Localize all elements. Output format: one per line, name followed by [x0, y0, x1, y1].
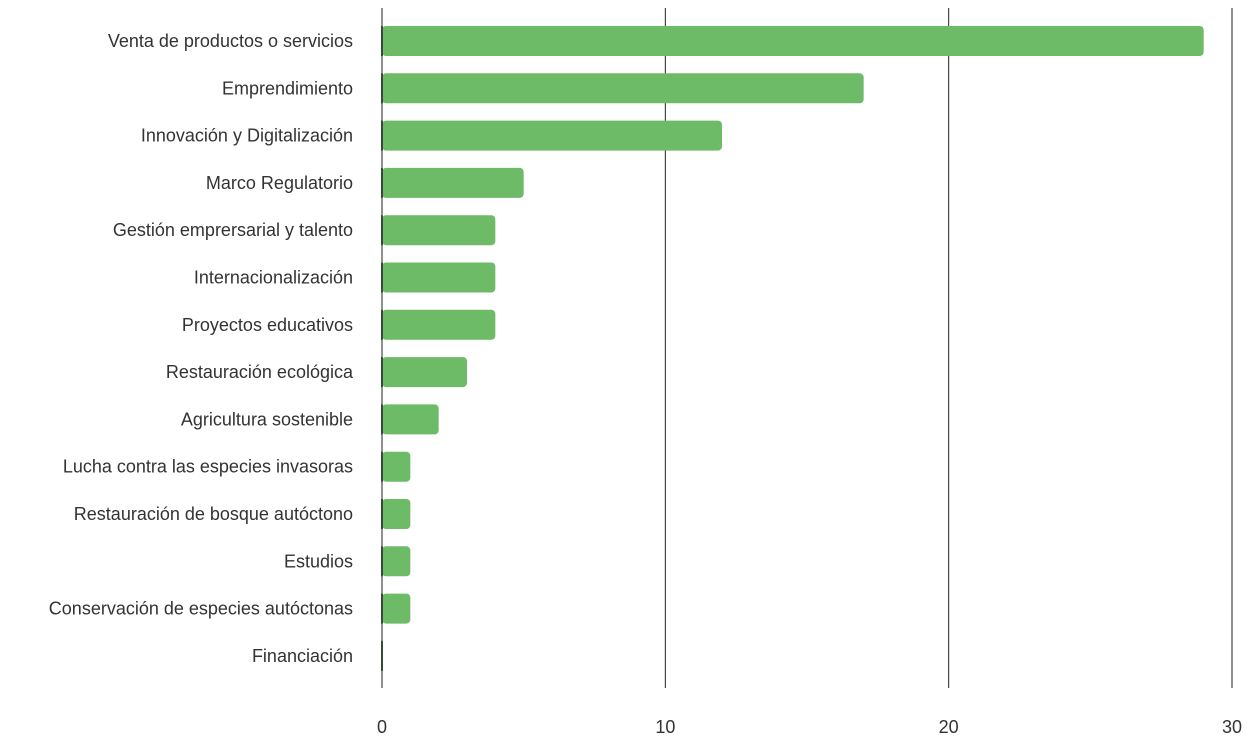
bar-baseline-5: [381, 262, 383, 293]
bar-0: [382, 26, 1204, 56]
category-label-12: Conservación de especies autóctonas: [49, 599, 353, 619]
bar-baseline-1: [381, 73, 383, 104]
bar-baseline-6: [381, 309, 383, 340]
bar-11: [382, 546, 411, 577]
category-label-4: Gestión emprersarial y talento: [113, 220, 353, 240]
x-tick-label-0: 0: [377, 717, 387, 736]
category-label-11: Estudios: [284, 551, 353, 571]
x-tick-labels: 0 10 20 30: [377, 717, 1242, 736]
bar-baseline-11: [381, 546, 383, 577]
category-label-2: Innovación y Digitalización: [141, 126, 353, 146]
bar-baseline-7: [381, 357, 383, 388]
bar-8: [382, 404, 439, 435]
category-label-5: Internacionalización: [194, 268, 353, 288]
bar-baseline-8: [381, 404, 383, 435]
gridlines: [381, 8, 1233, 688]
bars: [381, 26, 1204, 671]
x-tick-label-20: 20: [939, 717, 959, 736]
bar-baseline-3: [381, 167, 383, 198]
category-label-9: Lucha contra las especies invasoras: [63, 457, 353, 477]
bar-9: [382, 451, 411, 482]
bar-baseline-4: [381, 215, 383, 246]
bar-baseline-2: [381, 120, 383, 151]
bar-baseline-0: [381, 26, 383, 56]
bar-baseline-13: [381, 640, 383, 671]
category-label-6: Proyectos educativos: [182, 315, 353, 335]
bar-baseline-10: [381, 499, 383, 529]
category-label-10: Restauración de bosque autóctono: [74, 504, 353, 524]
x-tick-label-30: 30: [1222, 717, 1242, 736]
bar-12: [382, 593, 411, 624]
bar-2: [382, 120, 722, 151]
category-label-1: Emprendimiento: [222, 78, 353, 98]
category-label-3: Marco Regulatorio: [206, 173, 353, 193]
bar-3: [382, 167, 524, 198]
bar-4: [382, 215, 496, 246]
bar-10: [382, 499, 411, 529]
category-label-13: Financiación: [252, 646, 353, 666]
category-label-7: Restauración ecológica: [166, 362, 354, 382]
x-tick-label-10: 10: [655, 717, 675, 736]
category-labels: Venta de productos o servicios Emprendimi…: [49, 31, 354, 666]
bar-6: [382, 309, 496, 340]
bar-1: [382, 73, 864, 104]
category-label-0: Venta de productos o servicios: [108, 31, 353, 51]
bar-baseline-9: [381, 451, 383, 482]
bar-5: [382, 262, 496, 293]
bar-baseline-12: [381, 593, 383, 624]
bar-7: [382, 357, 467, 388]
category-label-8: Agricultura sostenible: [181, 409, 353, 429]
